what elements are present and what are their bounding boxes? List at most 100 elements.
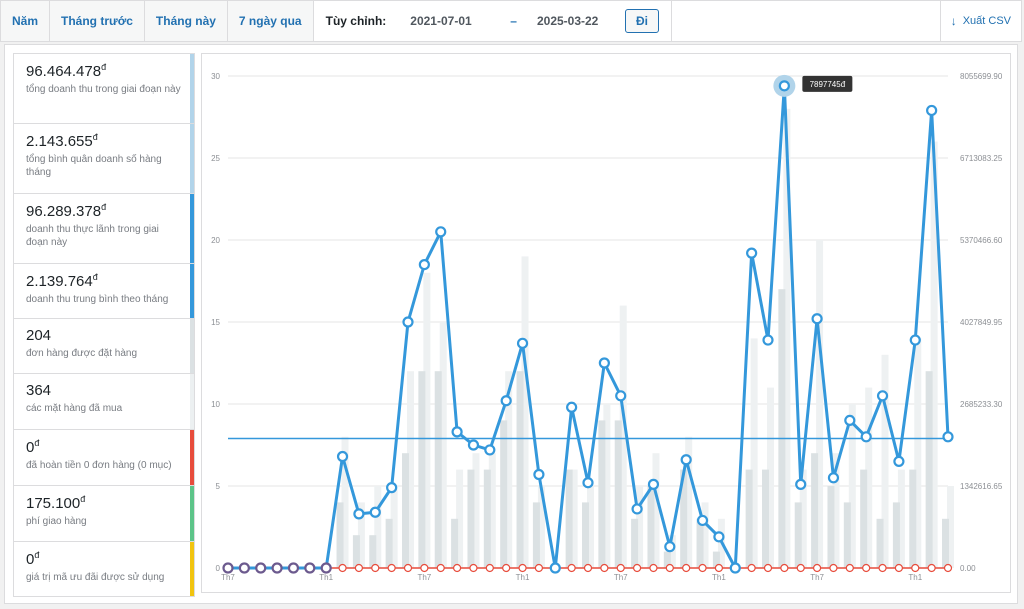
legend-item[interactable]: 96.289.378đ doanh thu thực lãnh trong gia… — [13, 193, 195, 263]
refund-point — [780, 563, 789, 573]
tab-last-month[interactable]: Tháng trước — [50, 1, 145, 41]
bar-items — [570, 469, 578, 568]
legend-item[interactable]: 2.143.655đ tổng bình quân doanh số hàng t… — [13, 123, 195, 193]
currency-symbol: đ — [92, 132, 98, 142]
refund-point — [632, 563, 642, 573]
sales-chart: 0 0.00 5 1342616.65 10 2685233.30 15 4027849.95… — [211, 72, 1003, 582]
bar-items — [947, 486, 954, 568]
refund-point — [829, 563, 838, 573]
bar-orders — [942, 518, 949, 568]
legend-color-bar — [190, 430, 194, 485]
bar-items — [783, 108, 791, 569]
export-csv-button[interactable]: ↓ Xuất CSV — [939, 1, 1021, 41]
bar-orders — [860, 469, 868, 568]
net-sales-point — [418, 259, 430, 271]
net-sales-point — [680, 454, 692, 466]
bar-items — [341, 436, 349, 568]
bar-orders — [745, 469, 753, 568]
go-button[interactable]: Đi — [624, 9, 659, 33]
chart-legend: 96.464.478đ tổng doanh thu trong giai đoạ… — [13, 53, 195, 597]
bar-items — [685, 436, 693, 568]
bar-orders — [565, 469, 573, 568]
tooltip-text: 7897745đ — [810, 80, 846, 89]
net-sales-point — [746, 247, 758, 259]
date-to-input[interactable]: 2025-03-22 — [536, 14, 599, 28]
legend-description: doanh thu thực lãnh trong giai đoạn này — [26, 224, 159, 248]
tab-custom[interactable]: Tùy chỉnh: 2021-07-01 – 2025-03-22 Đi — [313, 1, 672, 41]
bar-items — [505, 371, 513, 568]
bar-orders — [614, 420, 622, 568]
bar-orders — [582, 502, 589, 568]
net-sales-point — [647, 478, 660, 490]
left-axis-tick: 15 — [211, 318, 220, 327]
bar-items — [914, 338, 922, 568]
x-axis-tick: Th1 — [908, 573, 922, 582]
tooltip-box — [802, 75, 853, 92]
tab-year[interactable]: Năm — [1, 1, 51, 41]
legend-item[interactable]: 364 các mặt hàng đã mua — [13, 373, 195, 429]
legend-description: tổng doanh thu trong giai đoạn này — [26, 84, 181, 95]
export-csv-label: Xuất CSV — [962, 15, 1011, 27]
legend-description: tổng bình quân doanh số hàng tháng — [26, 154, 162, 178]
bar-items — [897, 469, 905, 568]
refund-point — [354, 563, 364, 573]
refund-point — [502, 563, 511, 573]
x-axis-tick: Th1 — [516, 573, 530, 582]
currency-symbol: đ — [34, 550, 40, 560]
net-sales-point — [860, 431, 872, 443]
tab-last-7-days[interactable]: 7 ngày qua — [227, 1, 314, 41]
x-axis-tick: Th7 — [221, 573, 235, 582]
bar-items — [750, 338, 758, 568]
legend-color-bar — [190, 54, 194, 123]
refund-point — [878, 563, 887, 573]
date-from-input[interactable]: 2021-07-01 — [410, 14, 472, 28]
refund-point — [600, 563, 609, 573]
refund-point — [796, 563, 805, 573]
net-sales-point — [778, 80, 790, 92]
refund-point — [616, 563, 625, 573]
legend-color-bar — [190, 124, 194, 193]
net-sales-point — [533, 468, 545, 481]
net-sales-point — [713, 531, 725, 543]
net-sales-point — [942, 431, 954, 443]
net-sales-point — [402, 316, 414, 328]
bar-items — [488, 453, 496, 568]
refund-point — [518, 563, 527, 573]
bar-orders — [402, 453, 409, 568]
refund-point — [812, 563, 822, 573]
net-sales-point — [222, 562, 234, 574]
refund-point — [420, 563, 429, 573]
legend-amount: 364 — [26, 382, 52, 399]
legend-item[interactable]: 0đ đã hoàn tiền 0 đơn hàng (0 mục) — [13, 429, 195, 485]
legend-item[interactable]: 96.464.478đ tổng doanh thu trong giai đoạ… — [13, 53, 195, 123]
net-sales-point — [255, 562, 267, 574]
bar-orders — [696, 518, 704, 568]
legend-color-bar — [190, 319, 194, 373]
refund-point — [371, 563, 380, 573]
x-axis-tick: Th1 — [712, 573, 726, 582]
left-axis-tick: 25 — [211, 154, 220, 163]
legend-color-bar — [190, 194, 194, 263]
legend-item[interactable]: 204 đơn hàng được đặt hàng — [13, 318, 195, 373]
net-sales-point — [287, 562, 300, 574]
bar-items — [652, 453, 660, 568]
net-sales-point — [795, 478, 807, 490]
net-sales-point — [435, 226, 447, 238]
refund-point — [469, 563, 478, 573]
tab-this-month[interactable]: Tháng này — [144, 1, 228, 41]
refund-point — [747, 563, 756, 573]
net-sales-point — [893, 455, 905, 467]
right-axis-tick: 2685233.30 — [960, 400, 1003, 409]
x-axis-tick: Th7 — [614, 573, 628, 582]
legend-item[interactable]: 0đ giá trị mã ưu đãi được sử dụng — [13, 541, 195, 597]
refund-point — [452, 563, 462, 573]
legend-item[interactable]: 2.139.764đ doanh thu trung bình theo thán… — [13, 263, 195, 318]
net-sales-point — [271, 562, 283, 574]
legend-item[interactable]: 175.100đ phí giao hàng — [13, 485, 195, 541]
left-axis-tick: 30 — [211, 72, 220, 81]
bar-items — [619, 305, 627, 568]
refund-point — [698, 563, 707, 573]
chart-area: 0 0.00 5 1342616.65 10 2685233.30 15 4027849.95… — [201, 53, 1011, 593]
bar-items — [357, 502, 365, 568]
bar-items — [701, 502, 709, 568]
